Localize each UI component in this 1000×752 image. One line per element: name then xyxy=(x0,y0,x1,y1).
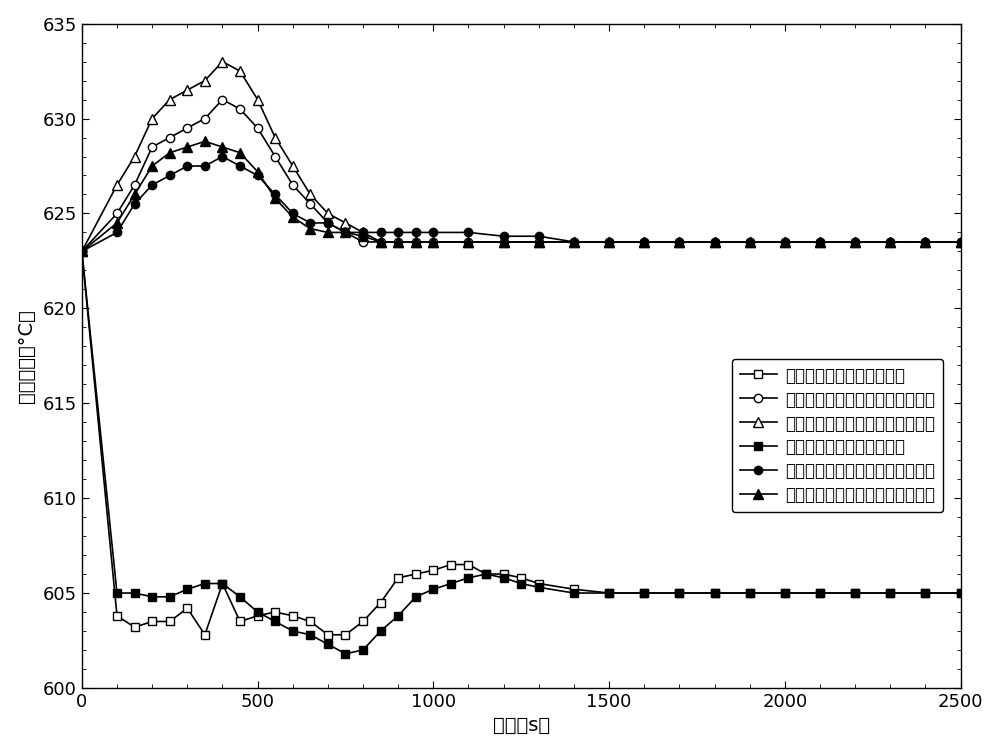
Y-axis label: 蒸汽温度（°C）: 蒸汽温度（°C） xyxy=(17,309,36,403)
Legend: 无高加抽气节流主蒸汽温度, 无高加抽气节流一次再热蒸汽温度, 无高加抽气节流二次再热蒸汽温度, 有高加抽气节流主蒸汽温度, 有高加抽气节流一次再热蒸汽温度, 有: 无高加抽气节流主蒸汽温度, 无高加抽气节流一次再热蒸汽温度, 无高加抽气节流二次… xyxy=(732,359,943,512)
X-axis label: 时间（s）: 时间（s） xyxy=(493,717,550,735)
